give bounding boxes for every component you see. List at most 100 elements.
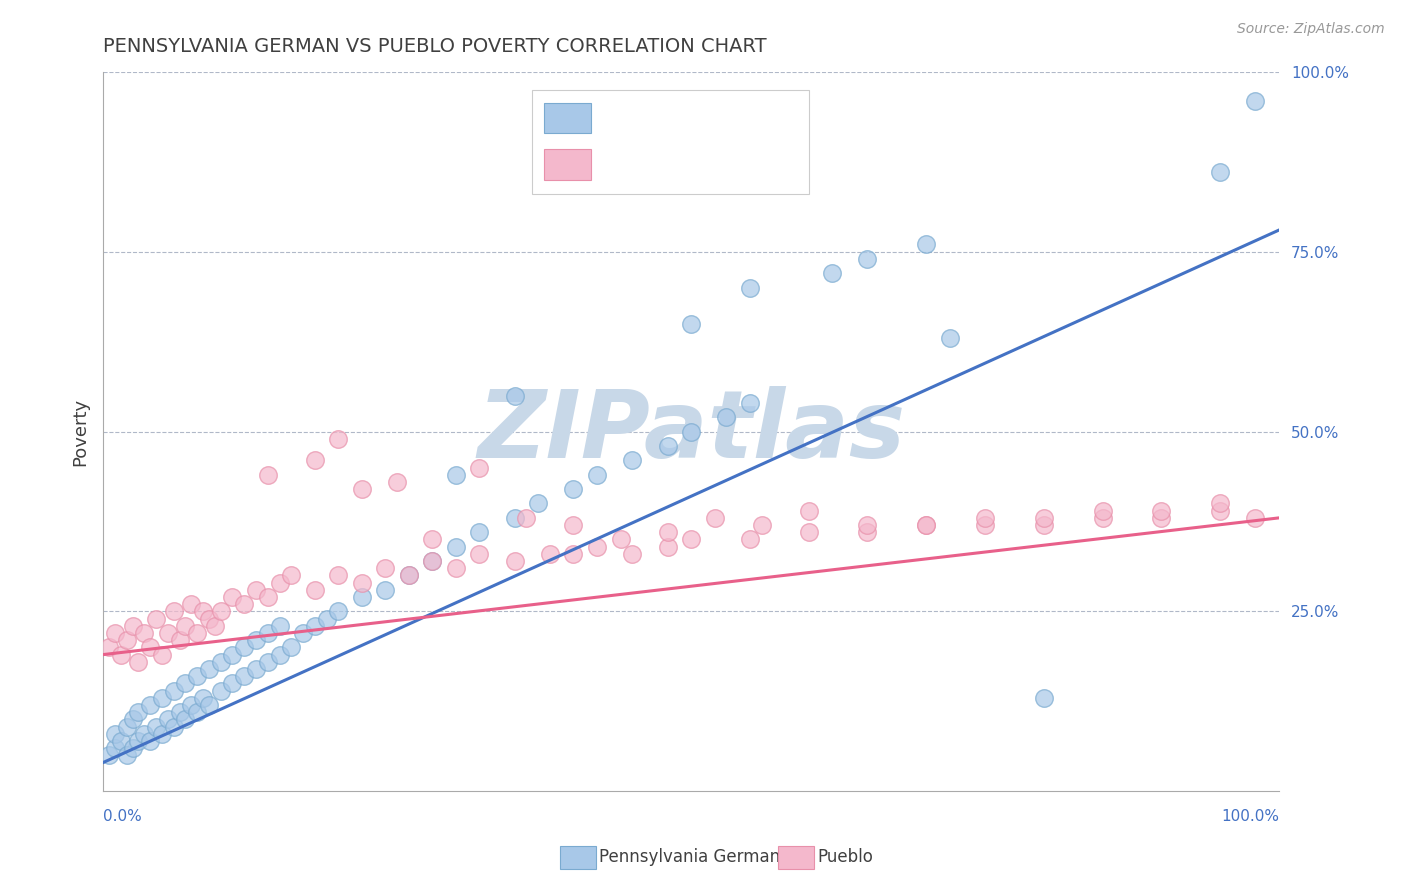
Point (657, 540, 679, 554)
Point (444, 561, 467, 575)
Point (738, 533, 761, 547)
Point (1032, 511, 1054, 525)
Point (374, 582, 396, 597)
Point (1150, 511, 1173, 525)
Point (169, 705, 191, 719)
Point (621, 547, 644, 561)
Point (350, 590, 373, 604)
Point (1209, 504, 1232, 518)
Point (1032, 690, 1054, 705)
Point (1150, 504, 1173, 518)
Point (703, 511, 725, 525)
Point (315, 612, 337, 626)
Point (115, 720, 138, 734)
Point (586, 467, 609, 482)
Text: 72: 72 (748, 155, 773, 174)
Text: R =: R = (605, 108, 644, 126)
Text: 0.603: 0.603 (648, 108, 704, 126)
Point (515, 511, 537, 525)
Point (398, 568, 420, 582)
Point (256, 467, 278, 482)
Point (121, 619, 143, 633)
Point (104, 741, 127, 756)
Point (269, 648, 291, 662)
Point (527, 496, 550, 510)
Point (422, 554, 444, 568)
Point (156, 626, 179, 640)
Point (856, 525, 879, 540)
Point (98, 748, 121, 763)
Point (256, 655, 278, 669)
Point (245, 582, 267, 597)
Text: 0.0%: 0.0% (103, 809, 142, 824)
Point (939, 331, 962, 345)
Point (751, 518, 773, 533)
Point (139, 640, 162, 655)
Point (562, 518, 585, 533)
Point (797, 525, 820, 540)
Point (422, 554, 444, 568)
Point (350, 482, 373, 496)
Point (163, 604, 186, 618)
Point (198, 698, 221, 712)
Point (134, 626, 156, 640)
Point (98, 640, 121, 655)
Point (468, 460, 491, 475)
Point (915, 237, 938, 252)
Point (191, 604, 214, 618)
Point (503, 388, 526, 402)
Text: 0.326: 0.326 (648, 155, 704, 174)
Text: R =: R = (605, 155, 644, 174)
Point (350, 575, 373, 590)
Point (163, 720, 186, 734)
Point (245, 662, 267, 676)
Point (304, 619, 326, 633)
Point (821, 266, 844, 280)
Point (444, 467, 467, 482)
Text: ZIPatlas: ZIPatlas (477, 385, 905, 477)
Point (169, 633, 191, 648)
Point (209, 683, 232, 698)
Point (163, 683, 186, 698)
Point (444, 540, 467, 554)
Point (280, 640, 302, 655)
Point (374, 561, 396, 575)
Point (269, 619, 291, 633)
Point (121, 712, 143, 726)
Point (121, 741, 143, 756)
Point (280, 568, 302, 582)
Point (198, 662, 221, 676)
Point (245, 633, 267, 648)
Point (915, 518, 938, 533)
Point (127, 705, 149, 719)
FancyBboxPatch shape (544, 103, 591, 133)
Point (468, 525, 491, 540)
Point (150, 690, 173, 705)
Point (304, 582, 326, 597)
FancyBboxPatch shape (533, 90, 808, 194)
Point (269, 575, 291, 590)
Y-axis label: Poverty: Poverty (72, 398, 89, 466)
FancyBboxPatch shape (544, 150, 591, 179)
Point (180, 698, 202, 712)
Point (328, 432, 350, 446)
Point (328, 568, 350, 582)
Text: N =: N = (711, 108, 751, 126)
Point (586, 540, 609, 554)
Point (209, 604, 232, 618)
Point (127, 734, 149, 748)
Point (233, 640, 256, 655)
Point (915, 518, 938, 533)
Point (385, 475, 408, 489)
Point (150, 648, 173, 662)
Point (974, 511, 997, 525)
Point (681, 533, 703, 547)
Point (186, 626, 208, 640)
Point (562, 482, 585, 496)
Point (180, 597, 202, 611)
Point (503, 511, 526, 525)
Point (856, 252, 879, 266)
Point (738, 280, 761, 294)
Point (328, 604, 350, 618)
Point (115, 633, 138, 648)
